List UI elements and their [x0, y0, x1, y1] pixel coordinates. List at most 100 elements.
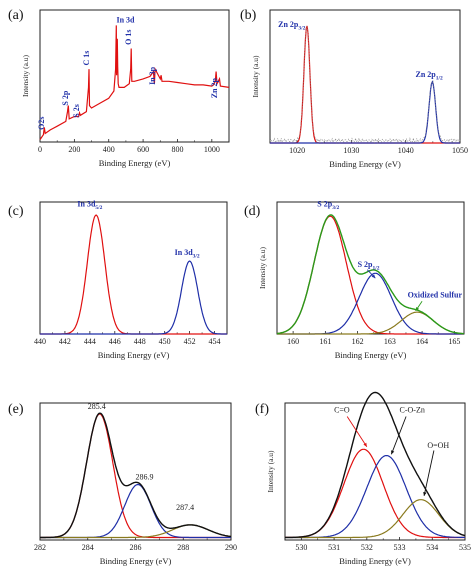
x-axis-label: Binding Energy (eV)	[339, 556, 411, 566]
series-line-peak	[285, 455, 466, 539]
peak-annotation: S 2p1/2	[358, 260, 380, 272]
plot-frame	[284, 402, 466, 541]
series-line-envelope	[276, 214, 465, 335]
x-tick-label: 290	[225, 543, 237, 552]
x-tick-label: 165	[448, 337, 460, 346]
panel-f: (f) 530 531 532 533 534 535 Binding Energy (eV)…	[255, 391, 471, 566]
annotation-text: S 2p	[358, 260, 373, 269]
peak-annotation: In 3d5/2	[77, 199, 102, 211]
peak-annotation: Zn 2p3/2	[278, 20, 306, 32]
x-tick-label: 282	[34, 543, 46, 552]
peak-annotation: S 2s	[72, 104, 81, 118]
panel-label: (a)	[8, 8, 24, 23]
series-line-peak	[40, 260, 227, 335]
annotation-text: O2s	[37, 117, 46, 130]
series-line-envelope	[40, 412, 232, 539]
y-axis-label: Intensity (a.u)	[258, 246, 267, 289]
x-tick-label: 800	[171, 145, 183, 154]
peak-annotation: Oxidized Sulfur	[408, 291, 463, 300]
x-tick-label: 163	[384, 337, 396, 346]
annotation-arrow	[346, 416, 368, 447]
annotation-subscript: 3/2	[193, 254, 200, 260]
peak-annotation: Zn 2p1/2	[415, 70, 443, 82]
x-tick-label: 600	[137, 145, 149, 154]
peak-annotation: O2s	[37, 117, 46, 130]
annotation-arrowhead	[423, 491, 427, 496]
x-tick-label: 533	[394, 543, 406, 552]
x-axis-label: Binding Energy (eV)	[100, 556, 172, 566]
annotation-text: 286.9	[136, 473, 154, 482]
x-tick-label: 1040	[398, 146, 414, 155]
y-axis-label: Intensity (a.u)	[21, 54, 30, 97]
annotation-text: In 3d	[77, 199, 96, 208]
peak-annotation: O 1s	[124, 30, 133, 45]
peak-annotation: Zn 2p	[210, 77, 219, 98]
x-tick-label: 1000	[204, 145, 220, 154]
series-line-solid	[39, 25, 230, 140]
annotation-text: Zn 2p	[278, 20, 299, 29]
peak-annotation: In 3p	[148, 66, 157, 85]
annotation-text: 287.4	[176, 503, 194, 512]
x-tick-label: 286	[130, 543, 142, 552]
panel-b: (b) 1020 1030 1040 1050 Binding Energy (eV) In…	[240, 8, 468, 169]
annotation-subscript: 1/2	[373, 266, 380, 272]
annotation-text: S 2s	[72, 104, 81, 118]
plot-frame	[39, 402, 232, 541]
peak-annotation: In 3d3/2	[175, 248, 200, 260]
plot-frame	[39, 201, 228, 335]
x-tick-label: 162	[352, 337, 364, 346]
peak-annotation: C 1s	[82, 51, 91, 66]
panel-label: (b)	[240, 8, 257, 23]
x-tick-label: 531	[328, 543, 340, 552]
annotation-text: In 3d	[116, 15, 135, 24]
annotation-text: O=OH	[427, 441, 449, 450]
annotation-subscript: 1/2	[436, 75, 443, 81]
annotation-text: Zn 2p	[415, 70, 436, 79]
x-tick-label: 200	[68, 145, 80, 154]
panel-label: (f)	[255, 402, 269, 417]
plot-frame	[39, 9, 230, 143]
x-tick-label: 284	[82, 543, 94, 552]
x-tick-label: 400	[103, 145, 115, 154]
peak-annotation: S 2p	[61, 90, 70, 105]
x-tick-label: 1050	[452, 146, 468, 155]
panel-a: (a) 0 200 400 600 800 1000 Binding Energy (eV) I…	[8, 8, 230, 168]
series-line-peak	[277, 272, 464, 335]
panel-c: (c) 440 442 444 446 448 450 452 454 Binding Energ…	[8, 199, 228, 360]
x-tick-label: 535	[459, 543, 471, 552]
annotation-text: O 1s	[124, 30, 133, 45]
series-line-peak	[276, 215, 464, 335]
peak-annotation: 286.9	[136, 473, 154, 482]
panel-label: (d)	[244, 204, 261, 219]
x-tick-label: 288	[177, 543, 189, 552]
annotation-arrowhead	[363, 442, 367, 447]
x-tick-label: 440	[34, 337, 46, 346]
peak-annotation: C=O	[334, 406, 350, 415]
x-tick-label: 448	[134, 337, 146, 346]
annotation-subscript: 3/2	[332, 205, 339, 211]
peak-annotation: S 2p3/2	[317, 199, 339, 211]
series-line-envelope	[285, 391, 466, 539]
annotation-text: C 1s	[82, 51, 91, 66]
x-tick-label: 532	[361, 543, 373, 552]
x-tick-label: 534	[426, 543, 438, 552]
y-axis-label: Intensity (a.u)	[251, 55, 260, 98]
series-line-peak	[40, 214, 227, 335]
panel-e: (e) 282 284 286 288 290 Binding Energy (eV) 285…	[8, 402, 237, 566]
annotation-text: C=O	[334, 406, 350, 415]
annotation-text: 285.4	[88, 402, 106, 411]
panel-label: (c)	[8, 204, 24, 219]
annotation-subscript: 3/2	[298, 25, 305, 31]
peak-annotation: 287.4	[176, 503, 194, 512]
peak-annotation: O=OH	[427, 441, 449, 450]
annotation-text: Oxidized Sulfur	[408, 291, 463, 300]
annotation-text: S 2p	[317, 199, 332, 208]
x-tick-label: 1030	[343, 146, 359, 155]
x-tick-label: 0	[38, 145, 42, 154]
annotation-text: C-O-Zn	[400, 406, 425, 415]
annotation-arrowhead	[415, 306, 420, 311]
x-axis-label: Binding Energy (eV)	[98, 350, 170, 360]
x-tick-label: 442	[59, 337, 71, 346]
x-tick-label: 452	[184, 337, 196, 346]
panel-label: (e)	[8, 402, 24, 417]
